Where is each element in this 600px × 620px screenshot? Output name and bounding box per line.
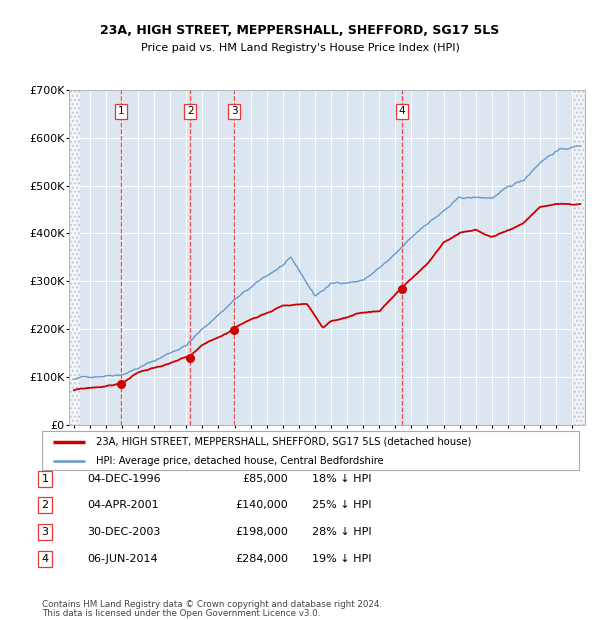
Text: 25% ↓ HPI: 25% ↓ HPI bbox=[312, 500, 371, 510]
Text: £284,000: £284,000 bbox=[235, 554, 288, 564]
Text: 2: 2 bbox=[41, 500, 49, 510]
Text: HPI: Average price, detached house, Central Bedfordshire: HPI: Average price, detached house, Cent… bbox=[96, 456, 383, 466]
Text: 19% ↓ HPI: 19% ↓ HPI bbox=[312, 554, 371, 564]
Text: 06-JUN-2014: 06-JUN-2014 bbox=[87, 554, 158, 564]
Text: This data is licensed under the Open Government Licence v3.0.: This data is licensed under the Open Gov… bbox=[42, 609, 320, 618]
Text: 30-DEC-2003: 30-DEC-2003 bbox=[87, 527, 160, 537]
FancyBboxPatch shape bbox=[42, 431, 579, 470]
Text: 1: 1 bbox=[118, 107, 124, 117]
Text: 2: 2 bbox=[187, 107, 194, 117]
Text: 3: 3 bbox=[41, 527, 49, 537]
Text: 4: 4 bbox=[41, 554, 49, 564]
Text: 4: 4 bbox=[399, 107, 406, 117]
Text: £140,000: £140,000 bbox=[235, 500, 288, 510]
Text: 23A, HIGH STREET, MEPPERSHALL, SHEFFORD, SG17 5LS (detached house): 23A, HIGH STREET, MEPPERSHALL, SHEFFORD,… bbox=[96, 437, 471, 447]
Text: 1: 1 bbox=[41, 474, 49, 484]
Text: 28% ↓ HPI: 28% ↓ HPI bbox=[312, 527, 371, 537]
Text: £198,000: £198,000 bbox=[235, 527, 288, 537]
Text: £85,000: £85,000 bbox=[242, 474, 288, 484]
Text: 23A, HIGH STREET, MEPPERSHALL, SHEFFORD, SG17 5LS: 23A, HIGH STREET, MEPPERSHALL, SHEFFORD,… bbox=[100, 25, 500, 37]
Text: 04-APR-2001: 04-APR-2001 bbox=[87, 500, 158, 510]
Text: 3: 3 bbox=[231, 107, 238, 117]
Text: Price paid vs. HM Land Registry's House Price Index (HPI): Price paid vs. HM Land Registry's House … bbox=[140, 43, 460, 53]
Bar bbox=[69, 90, 80, 425]
Bar bbox=[574, 90, 585, 425]
Text: Contains HM Land Registry data © Crown copyright and database right 2024.: Contains HM Land Registry data © Crown c… bbox=[42, 600, 382, 609]
Text: 18% ↓ HPI: 18% ↓ HPI bbox=[312, 474, 371, 484]
Text: 04-DEC-1996: 04-DEC-1996 bbox=[87, 474, 161, 484]
